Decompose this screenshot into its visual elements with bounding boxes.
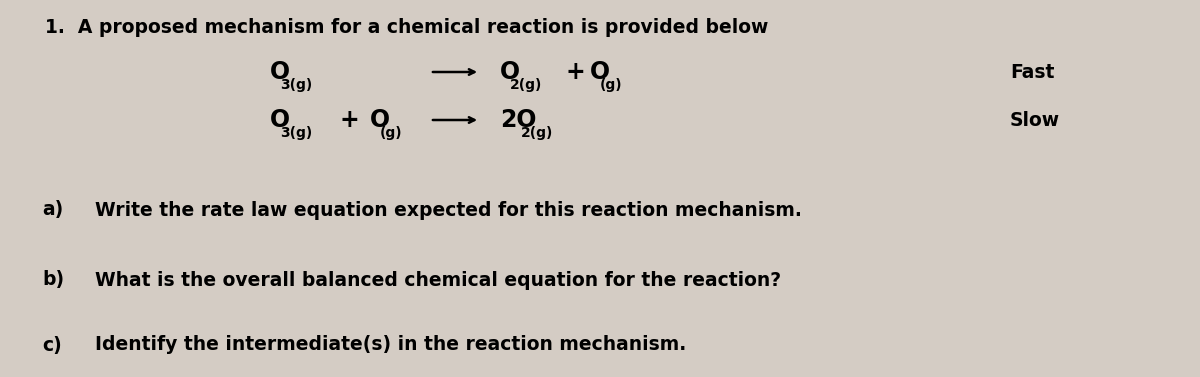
Text: 3(g): 3(g) — [281, 126, 312, 140]
Text: 3(g): 3(g) — [281, 78, 312, 92]
Text: 2O: 2O — [500, 108, 536, 132]
Text: b): b) — [42, 271, 64, 290]
Text: +: + — [565, 60, 584, 84]
Text: 2(g): 2(g) — [510, 78, 542, 92]
Text: Slow: Slow — [1010, 110, 1060, 130]
Text: 2(g): 2(g) — [521, 126, 553, 140]
Text: O: O — [270, 60, 290, 84]
Text: O: O — [590, 60, 610, 84]
Text: Fast: Fast — [1010, 63, 1055, 81]
Text: (g): (g) — [600, 78, 623, 92]
Text: O: O — [270, 108, 290, 132]
Text: 1.  A proposed mechanism for a chemical reaction is provided below: 1. A proposed mechanism for a chemical r… — [46, 18, 768, 37]
Text: a): a) — [42, 201, 64, 219]
Text: What is the overall balanced chemical equation for the reaction?: What is the overall balanced chemical eq… — [82, 271, 781, 290]
Text: (g): (g) — [380, 126, 403, 140]
Text: O: O — [370, 108, 390, 132]
Text: O: O — [500, 60, 520, 84]
Text: +: + — [340, 108, 360, 132]
Text: c): c) — [42, 336, 61, 354]
Text: Identify the intermediate(s) in the reaction mechanism.: Identify the intermediate(s) in the reac… — [82, 336, 686, 354]
Text: Write the rate law equation expected for this reaction mechanism.: Write the rate law equation expected for… — [82, 201, 802, 219]
